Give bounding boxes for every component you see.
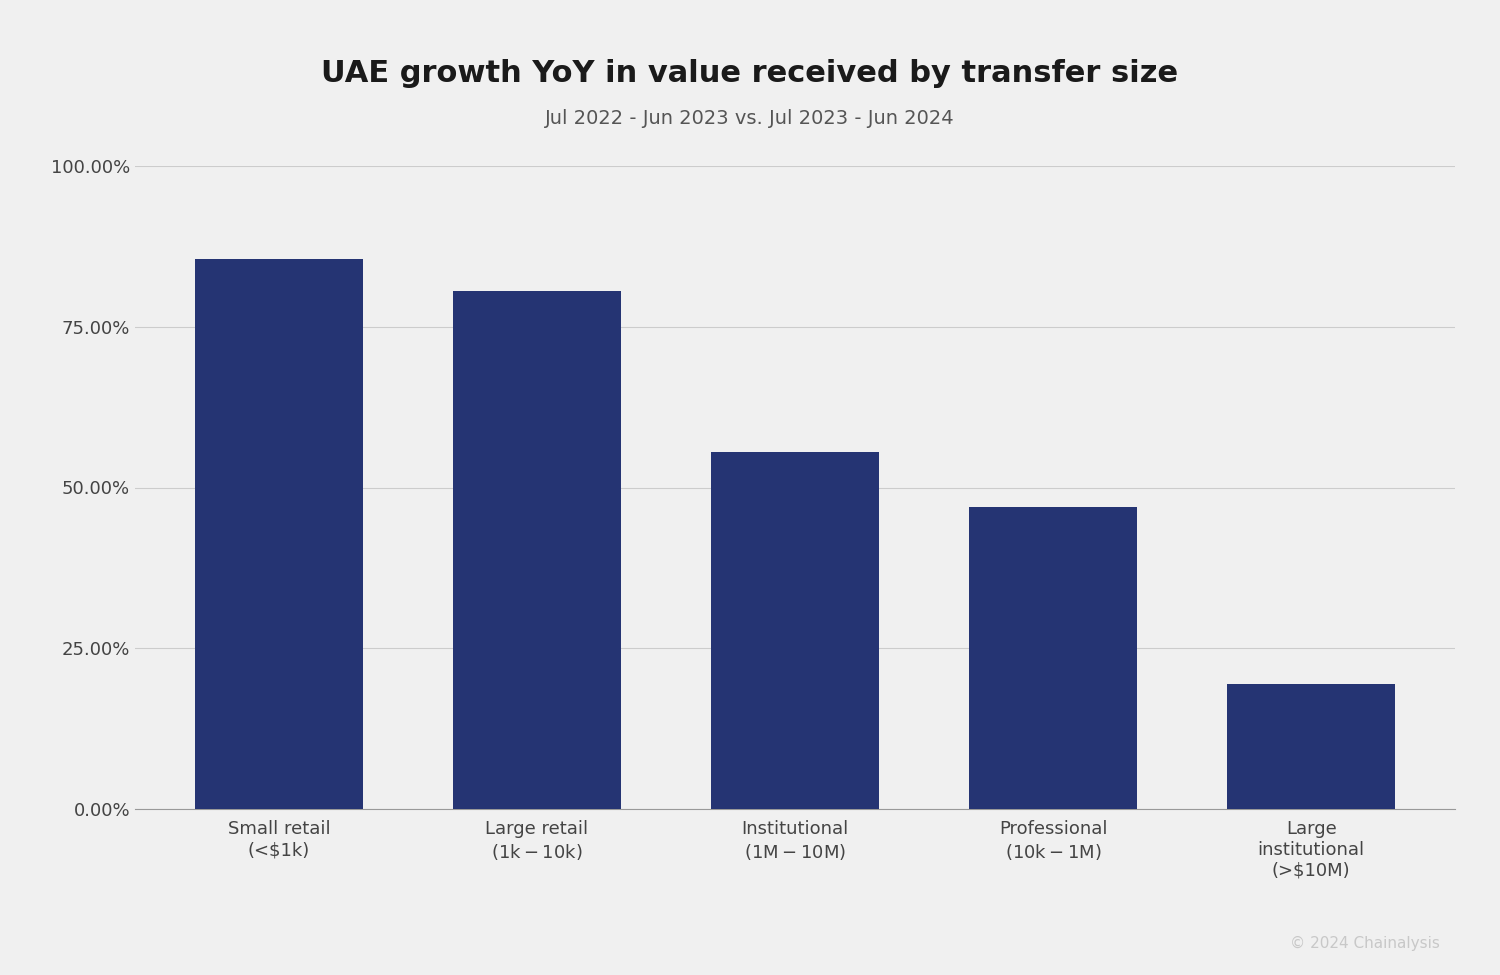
Bar <box>969 507 1137 809</box>
Text: Jul 2022 - Jun 2023 vs. Jul 2023 - Jun 2024: Jul 2022 - Jun 2023 vs. Jul 2023 - Jun 2… <box>544 109 956 129</box>
Text: © 2024 Chainalysis: © 2024 Chainalysis <box>1290 936 1440 951</box>
Bar <box>453 292 621 809</box>
Bar <box>195 259 363 809</box>
Bar <box>1227 683 1395 809</box>
Bar <box>711 452 879 809</box>
Text: UAE growth YoY in value received by transfer size: UAE growth YoY in value received by tran… <box>321 58 1179 88</box>
